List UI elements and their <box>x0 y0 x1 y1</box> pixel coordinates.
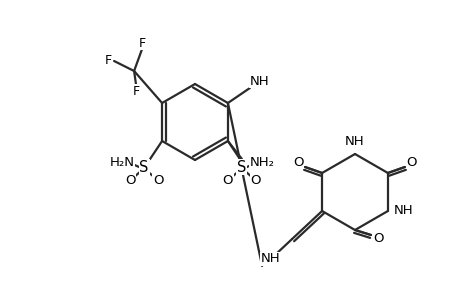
Text: S: S <box>139 160 148 175</box>
Text: H₂N: H₂N <box>109 155 134 169</box>
Text: NH: NH <box>250 74 269 88</box>
Text: NH: NH <box>260 253 279 266</box>
Text: F: F <box>104 53 112 67</box>
Text: NH₂: NH₂ <box>249 155 274 169</box>
Text: NH: NH <box>393 205 413 218</box>
Text: O: O <box>250 175 261 188</box>
Text: O: O <box>373 232 383 245</box>
Text: F: F <box>138 37 146 50</box>
Text: O: O <box>152 175 163 188</box>
Text: NH: NH <box>344 134 364 148</box>
Text: O: O <box>222 175 233 188</box>
Text: F: F <box>132 85 140 98</box>
Text: O: O <box>292 155 302 169</box>
Text: O: O <box>406 155 416 169</box>
Text: O: O <box>124 175 135 188</box>
Text: S: S <box>237 160 246 175</box>
